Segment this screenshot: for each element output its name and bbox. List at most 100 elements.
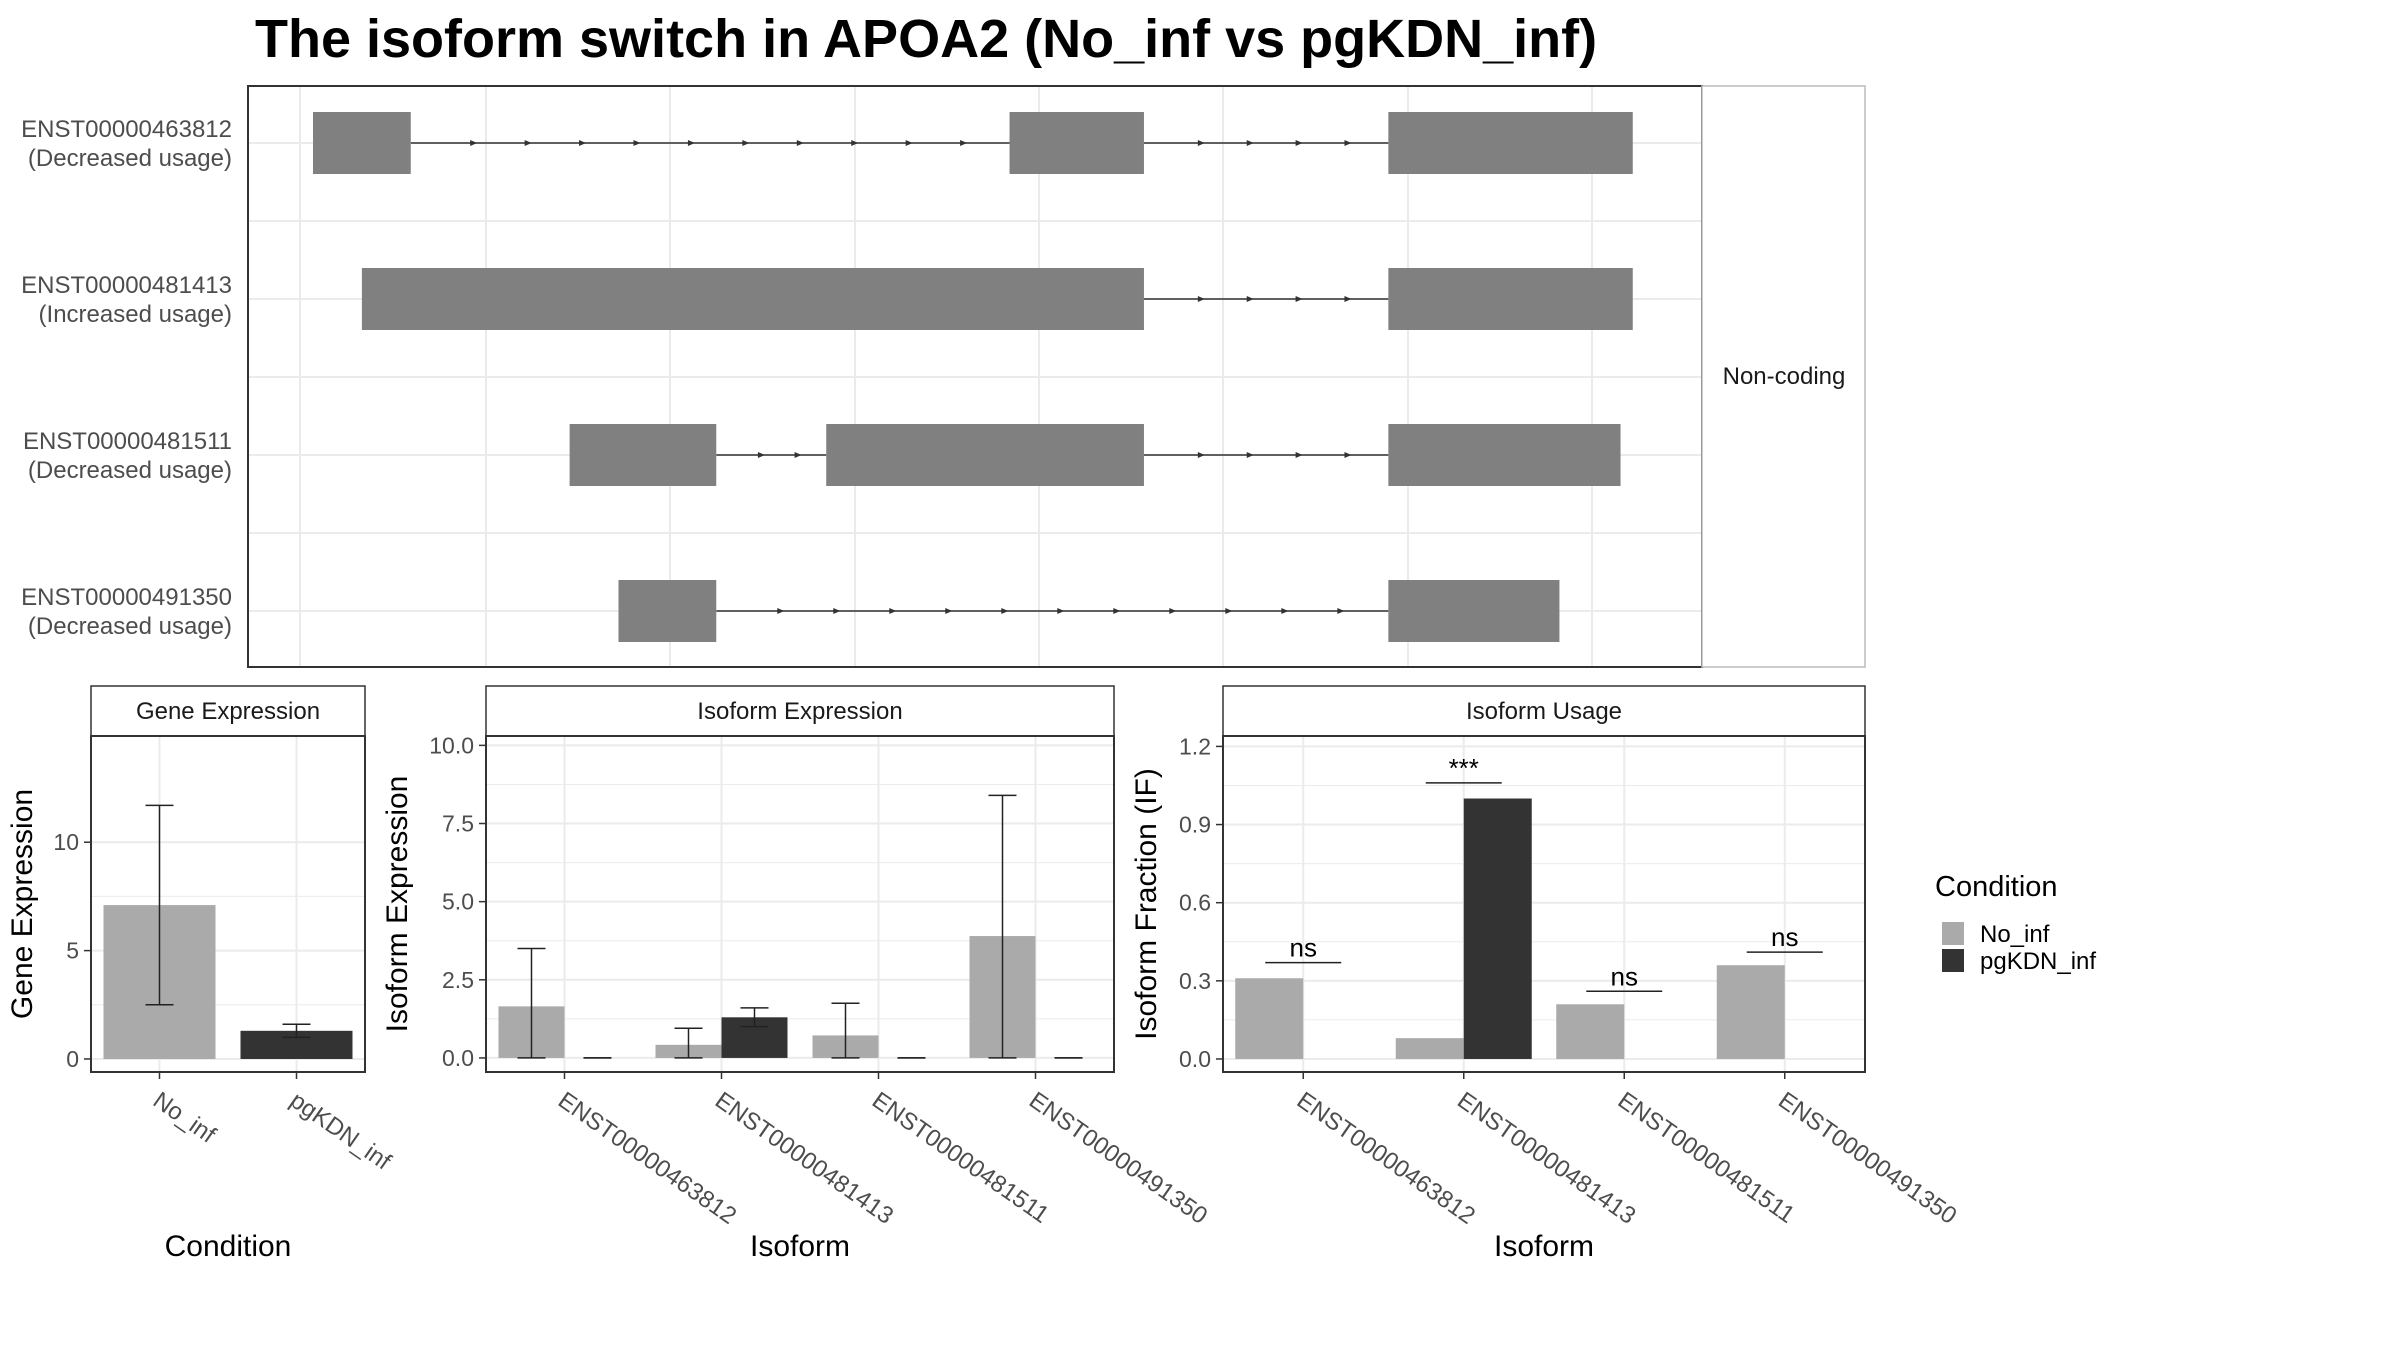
x-tick-label: ENST00000481511 bbox=[1613, 1087, 1800, 1229]
intron-arrow bbox=[1344, 452, 1352, 458]
bar bbox=[1235, 978, 1304, 1059]
y-tick-label: 2.5 bbox=[442, 967, 474, 993]
significance-label: ns bbox=[1290, 933, 1317, 963]
y-tick-label: 0 bbox=[66, 1046, 79, 1072]
intron-arrow bbox=[833, 608, 841, 614]
intron-arrow bbox=[1281, 608, 1289, 614]
intron-arrow bbox=[1169, 608, 1177, 614]
panel-border bbox=[1222, 735, 1866, 1073]
significance-label: ns bbox=[1771, 922, 1798, 952]
legend-label: pgKDN_inf bbox=[1980, 948, 2096, 975]
intron-arrow bbox=[1001, 608, 1009, 614]
gene-expression-panel: Gene Expression 0 5 10 No_inf pgKDN_inf Condit… bbox=[6, 685, 396, 1263]
intron-arrow bbox=[1197, 296, 1205, 302]
intron-arrow bbox=[1344, 296, 1352, 302]
intron-arrow bbox=[742, 140, 750, 146]
exon-block bbox=[826, 424, 1144, 486]
x-axis-title: Isoform bbox=[750, 1230, 850, 1263]
transcript-usage-label: (Decreased usage) bbox=[28, 457, 232, 484]
intron-arrow bbox=[1057, 608, 1065, 614]
significance-label: ns bbox=[1611, 961, 1638, 991]
intron-arrow bbox=[1337, 608, 1345, 614]
transcript-usage-label: (Increased usage) bbox=[39, 301, 232, 328]
intron-arrow bbox=[889, 608, 897, 614]
legend-swatch bbox=[1942, 949, 1964, 972]
intron-arrow bbox=[1246, 140, 1254, 146]
intron-arrow bbox=[1246, 296, 1254, 302]
facet-strip bbox=[1701, 85, 1866, 668]
x-tick-label: pgKDN_inf bbox=[285, 1087, 396, 1176]
facet-strip-label: Isoform Expression bbox=[697, 698, 902, 725]
significance-label: *** bbox=[1449, 753, 1479, 783]
exon-block bbox=[361, 268, 1144, 330]
transcript-usage-label: (Decreased usage) bbox=[28, 145, 232, 172]
exon-block bbox=[1009, 112, 1144, 174]
y-tick-label: 0.0 bbox=[1179, 1046, 1211, 1072]
legend-label: No_inf bbox=[1980, 921, 2050, 948]
intron-arrow bbox=[1197, 140, 1205, 146]
isoform-usage-panel: Isoform Usage ns *** ns ns 0.0 0.3 0.6 0.9 1.2 ENS… bbox=[1130, 685, 1962, 1263]
transcript-id-label: ENST00000463812 bbox=[21, 116, 232, 143]
exon-block bbox=[313, 112, 411, 174]
intron-arrow bbox=[470, 140, 478, 146]
panel-border bbox=[485, 735, 1115, 1073]
y-axis-title: Isoform Expression bbox=[381, 776, 414, 1033]
y-tick-label: 0.6 bbox=[1179, 890, 1211, 916]
bar bbox=[1395, 1038, 1464, 1059]
exon-block bbox=[1388, 580, 1560, 642]
intron-arrow bbox=[1295, 140, 1303, 146]
y-tick-label: 5.0 bbox=[442, 889, 474, 915]
x-axis-title: Condition bbox=[165, 1230, 292, 1263]
transcript-id-label: ENST00000481413 bbox=[21, 272, 232, 299]
y-tick-label: 0.0 bbox=[442, 1045, 474, 1071]
y-tick-label: 1.2 bbox=[1179, 733, 1211, 759]
transcript-id-label: ENST00000491350 bbox=[21, 584, 232, 611]
intron-arrow bbox=[757, 452, 765, 458]
intron-arrow bbox=[1295, 452, 1303, 458]
isoform-expression-panel: Isoform Expression0.02.55.07.510.0ENST00… bbox=[381, 685, 1212, 1263]
intron-arrow bbox=[524, 140, 532, 146]
transcript-id-label: ENST00000481511 bbox=[23, 428, 232, 455]
legend-title: Condition bbox=[1935, 871, 2058, 903]
x-tick-label: ENST00000491350 bbox=[1773, 1087, 1961, 1230]
y-tick-label: 10 bbox=[53, 829, 79, 855]
legend-swatch bbox=[1942, 922, 1964, 945]
y-tick-label: 7.5 bbox=[442, 811, 474, 837]
y-tick-label: 10.0 bbox=[429, 732, 474, 758]
bar bbox=[1556, 1004, 1625, 1059]
bar bbox=[1463, 798, 1532, 1059]
figure-title: The isoform switch in APOA2 (No_inf vs p… bbox=[255, 9, 1597, 69]
y-axis-title: Gene Expression bbox=[6, 789, 39, 1019]
intron-arrow bbox=[1344, 140, 1352, 146]
intron-arrow bbox=[1113, 608, 1121, 614]
y-axis-title: Isoform Fraction (IF) bbox=[1130, 768, 1163, 1040]
x-tick-label: No_inf bbox=[148, 1087, 221, 1149]
exon-block bbox=[618, 580, 717, 642]
facet-strip bbox=[1222, 685, 1866, 737]
intron-arrow bbox=[1197, 452, 1205, 458]
y-tick-label: 5 bbox=[66, 938, 79, 964]
intron-arrow bbox=[796, 140, 804, 146]
intron-arrow bbox=[851, 140, 859, 146]
intron-arrow bbox=[1246, 452, 1254, 458]
y-tick-label: 0.9 bbox=[1179, 812, 1211, 838]
exon-block bbox=[1388, 424, 1621, 486]
intron-arrow bbox=[794, 452, 802, 458]
exon-block bbox=[1388, 112, 1633, 174]
intron-arrow bbox=[1295, 296, 1303, 302]
intron-arrow bbox=[905, 140, 913, 146]
facet-strip-label: Gene Expression bbox=[136, 698, 320, 725]
facet-strip-label: Isoform Usage bbox=[1466, 698, 1622, 725]
intron-arrow bbox=[687, 140, 695, 146]
facet-strip-label: Non-coding bbox=[1723, 363, 1846, 390]
intron-arrow bbox=[579, 140, 587, 146]
facet-strip bbox=[485, 685, 1115, 737]
y-tick-label: 0.3 bbox=[1179, 968, 1211, 994]
intron-arrow bbox=[777, 608, 785, 614]
exon-block bbox=[569, 424, 717, 486]
intron-arrow bbox=[1225, 608, 1233, 614]
facet-strip bbox=[90, 685, 366, 737]
intron-arrow bbox=[960, 140, 968, 146]
